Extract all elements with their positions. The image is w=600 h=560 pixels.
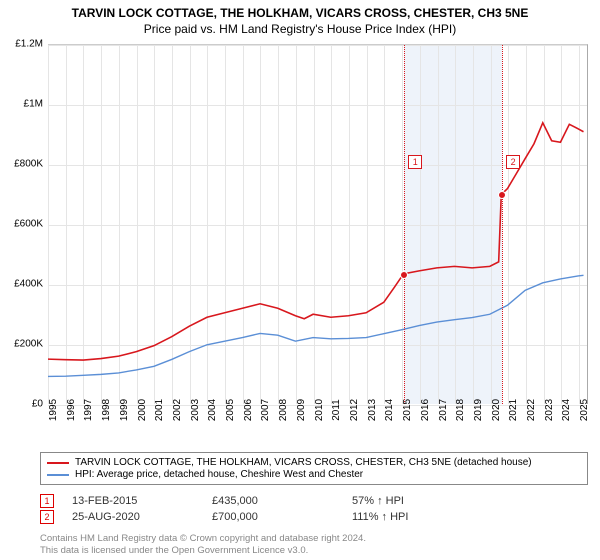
chart-container: TARVIN LOCK COTTAGE, THE HOLKHAM, VICARS… [0,0,600,560]
series-hpi [48,275,584,376]
x-tick-label: 2009 [296,399,307,421]
x-tick-label: 1999 [119,399,130,421]
marker-label-2: 2 [506,155,520,169]
y-tick-label: £200K [14,339,43,350]
x-tick-label: 2008 [278,399,289,421]
row-price: £435,000 [212,495,352,507]
x-tick-label: 2012 [349,399,360,421]
marker-point-1 [400,271,408,279]
x-tick-label: 2020 [491,399,502,421]
legend-item: TARVIN LOCK COTTAGE, THE HOLKHAM, VICARS… [47,457,581,468]
x-tick-label: 2006 [243,399,254,421]
x-tick-label: 2013 [367,399,378,421]
x-tick-label: 1996 [66,399,77,421]
price-paid-row: 2 25-AUG-2020£700,000111% ↑ HPI [40,510,588,524]
x-axis: 1995199619971998199920002001200220032004… [48,406,588,454]
x-tick-label: 2011 [331,399,342,421]
row-date: 25-AUG-2020 [72,511,212,523]
x-tick-label: 2004 [207,399,218,421]
footer-line-1: Contains HM Land Registry data © Crown c… [40,533,366,545]
x-tick-label: 1998 [101,399,112,421]
x-tick-label: 2003 [190,399,201,421]
footer-line-2: This data is licensed under the Open Gov… [40,545,366,557]
legend-swatch [47,462,69,464]
x-tick-label: 2022 [526,399,537,421]
row-date: 13-FEB-2015 [72,495,212,507]
x-tick-label: 2001 [154,399,165,421]
row-delta: 111% ↑ HPI [352,511,492,523]
row-marker-icon: 1 [40,494,54,508]
legend: TARVIN LOCK COTTAGE, THE HOLKHAM, VICARS… [40,452,588,485]
y-tick-label: £1.2M [15,39,43,50]
chart-plot-area: 12 [48,44,588,404]
y-tick-label: £400K [14,279,43,290]
marker-line-1 [404,45,405,404]
chart-lines [48,45,587,404]
x-tick-label: 1995 [48,399,59,421]
x-tick-label: 2023 [544,399,555,421]
x-tick-label: 2018 [455,399,466,421]
marker-point-2 [498,191,506,199]
x-tick-label: 2024 [561,399,572,421]
legend-swatch [47,474,69,476]
y-tick-label: £600K [14,219,43,230]
y-tick-label: £0 [32,399,43,410]
y-tick-label: £1M [24,99,43,110]
row-delta: 57% ↑ HPI [352,495,492,507]
legend-text: HPI: Average price, detached house, Ches… [75,469,363,480]
x-tick-label: 2002 [172,399,183,421]
x-tick-label: 2017 [438,399,449,421]
x-tick-label: 2021 [508,399,519,421]
legend-text: TARVIN LOCK COTTAGE, THE HOLKHAM, VICARS… [75,457,532,468]
marker-line-2 [502,45,503,404]
x-tick-label: 2025 [579,399,590,421]
x-tick-label: 2005 [225,399,236,421]
x-tick-label: 2000 [137,399,148,421]
marker-label-1: 1 [408,155,422,169]
x-tick-label: 2016 [420,399,431,421]
x-tick-label: 2010 [314,399,325,421]
price-paid-rows: 1 13-FEB-2015£435,00057% ↑ HPI 2 25-AUG-202… [40,492,588,526]
x-tick-label: 2014 [384,399,395,421]
legend-item: HPI: Average price, detached house, Ches… [47,469,581,480]
price-paid-row: 1 13-FEB-2015£435,00057% ↑ HPI [40,494,588,508]
x-tick-label: 2007 [260,399,271,421]
y-tick-label: £800K [14,159,43,170]
x-tick-label: 1997 [83,399,94,421]
x-tick-label: 2015 [402,399,413,421]
series-property [48,123,584,360]
row-marker-icon: 2 [40,510,54,524]
footer-attribution: Contains HM Land Registry data © Crown c… [40,533,366,557]
title-block: TARVIN LOCK COTTAGE, THE HOLKHAM, VICARS… [0,0,600,38]
row-price: £700,000 [212,511,352,523]
chart-subtitle: Price paid vs. HM Land Registry's House … [10,22,590,36]
x-tick-label: 2019 [473,399,484,421]
chart-title: TARVIN LOCK COTTAGE, THE HOLKHAM, VICARS… [10,6,590,20]
y-axis: £0£200K£400K£600K£800K£1M£1.2M [0,44,46,404]
